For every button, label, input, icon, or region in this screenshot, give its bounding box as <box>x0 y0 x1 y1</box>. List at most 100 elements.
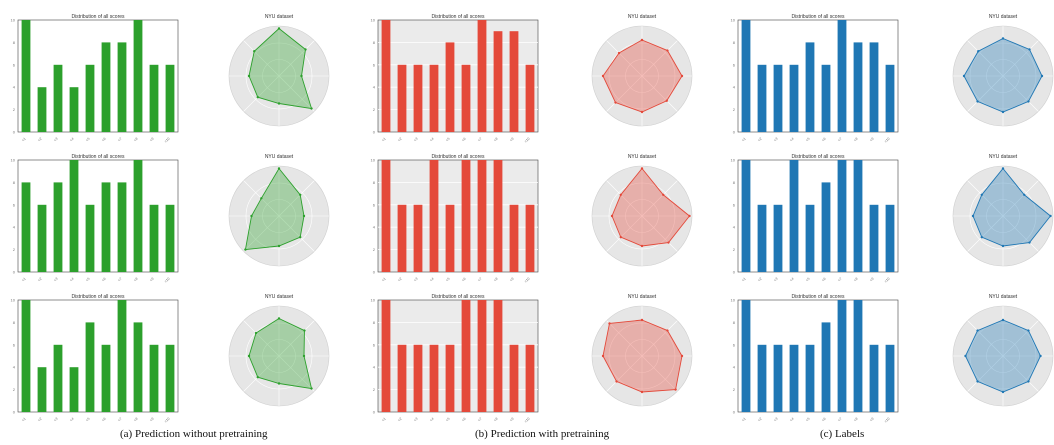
x-tick-label: c5 <box>85 417 90 422</box>
radar-spoke <box>1002 355 1039 392</box>
x-tick-label: c2 <box>397 137 402 142</box>
x-tick-label: c3 <box>773 137 778 142</box>
bar <box>789 344 799 412</box>
radar-chart-title: NYU dataset <box>989 14 1018 20</box>
radar-point <box>1023 193 1026 196</box>
bar <box>509 204 519 272</box>
x-tick-label: c6 <box>821 417 826 422</box>
bar <box>869 344 879 412</box>
radar-point <box>310 387 313 390</box>
y-tick-label: 2 <box>13 107 16 112</box>
bar <box>21 300 31 412</box>
radar-point <box>640 318 644 322</box>
x-tick-label: c8 <box>853 417 858 422</box>
radar-point <box>1001 110 1005 114</box>
bar <box>757 204 767 272</box>
radar-chart-title: NYU dataset <box>628 154 657 160</box>
x-tick-label: c1 <box>21 137 26 142</box>
radar-spoke <box>1002 180 1039 217</box>
radar-spoke <box>967 40 1004 77</box>
bar <box>789 160 799 272</box>
bar <box>53 182 63 272</box>
radar-point <box>1001 318 1005 322</box>
bar <box>117 300 127 412</box>
x-tick-label: c7 <box>837 417 842 422</box>
radar-chart-a-0: NYU dataset <box>228 14 330 127</box>
y-tick-label: 6 <box>13 342 16 347</box>
x-tick-label: c9 <box>149 137 154 142</box>
radar-point <box>1028 48 1031 51</box>
radar-spoke <box>606 215 643 252</box>
x-tick-label: c7 <box>477 277 482 282</box>
x-tick-label: c2 <box>757 277 762 282</box>
y-tick-label: 6 <box>733 342 736 347</box>
x-tick-label: c4 <box>429 137 434 142</box>
y-tick-label: 10 <box>11 18 16 23</box>
x-tick-label: c4 <box>429 417 434 422</box>
bar <box>773 204 783 272</box>
bar <box>773 344 783 412</box>
bar <box>509 344 519 412</box>
bar-chart-a-1: Distribution of all scores c1 c2 c3 c4 c5 c6 c7… <box>11 154 179 284</box>
bar <box>853 160 863 272</box>
radar-spoke <box>243 355 280 392</box>
bar-chart-b-1: Distribution of all scores c1 c2 c3 c4 c5 c6 c7… <box>371 154 539 283</box>
bar <box>821 322 831 412</box>
y-tick-label: 6 <box>373 342 376 347</box>
radar-chart-title: NYU dataset <box>265 14 294 20</box>
radar-chart-a-2: NYU dataset <box>228 294 330 407</box>
x-tick-label: c2 <box>397 417 402 422</box>
radar-point <box>665 99 668 102</box>
radar-spoke <box>606 180 643 217</box>
bar <box>741 20 751 132</box>
radar-spoke <box>243 75 280 112</box>
x-tick-label: c7 <box>837 137 842 142</box>
radar-point <box>640 38 644 42</box>
radar-spoke <box>967 75 1004 112</box>
bar-chart-c-1: Distribution of all scores c1 c2 c3 c4 c5 c6 c7… <box>731 154 899 283</box>
y-tick-label: 6 <box>733 62 736 67</box>
bar <box>133 20 143 132</box>
bar-chart-a-0: Distribution of all scores c1 c2 c3 c4 c5 c6 c7… <box>11 14 179 143</box>
radar-chart-c-0: NYU dataset <box>952 14 1054 127</box>
x-tick-label: c7 <box>837 277 842 282</box>
y-tick-label: 6 <box>373 202 376 207</box>
radar-point <box>300 74 303 78</box>
radar-spoke <box>1002 215 1039 252</box>
bar <box>741 300 751 412</box>
x-tick-label: c1 <box>741 277 746 282</box>
y-tick-label: 8 <box>373 320 376 325</box>
radar-chart-title: NYU dataset <box>265 294 294 300</box>
bar-chart-b-2: Distribution of all scores c1 c2 c3 c4 c5 c6 c7… <box>371 294 539 424</box>
radar-point <box>601 354 605 358</box>
radar-point <box>980 236 983 239</box>
y-tick-label: 0 <box>373 410 376 415</box>
x-tick-label: c1 <box>21 277 26 282</box>
y-tick-label: 10 <box>11 158 16 163</box>
y-tick-label: 8 <box>373 180 376 185</box>
radar-point <box>674 388 677 391</box>
y-tick-label: 10 <box>11 298 16 303</box>
x-tick-label: c10 <box>164 277 171 284</box>
radar-point <box>976 380 979 383</box>
bar <box>461 64 471 132</box>
radar-point <box>1028 241 1031 244</box>
x-tick-label: c4 <box>69 417 74 422</box>
radar-point <box>304 48 307 51</box>
x-tick-label: c4 <box>789 137 794 142</box>
bar <box>21 182 31 272</box>
radar-chart-c-2: NYU dataset <box>952 294 1054 407</box>
radar-point <box>1039 354 1042 358</box>
radar-point <box>247 74 251 78</box>
bar <box>789 64 799 132</box>
x-tick-label: c7 <box>117 137 122 142</box>
x-tick-label: c6 <box>461 137 466 142</box>
y-tick-label: 2 <box>373 247 376 252</box>
x-tick-label: c2 <box>757 137 762 142</box>
x-tick-label: c10 <box>524 417 531 424</box>
bar-chart-a-2: Distribution of all scores c1 c2 c3 c4 c5 c6 c7… <box>11 294 179 423</box>
bar <box>117 42 127 132</box>
radar-point <box>680 354 684 358</box>
x-tick-label: c3 <box>413 137 418 142</box>
